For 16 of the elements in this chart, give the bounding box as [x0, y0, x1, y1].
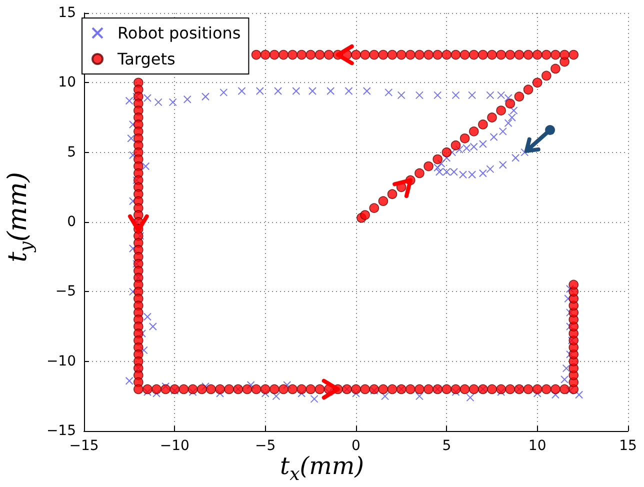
- y-tick-label: −10: [46, 353, 76, 370]
- x-tick-label: 15: [619, 438, 637, 454]
- y-tick-label: 15: [58, 5, 76, 21]
- x-tick-label: −5: [255, 438, 276, 454]
- x-tick-label: 5: [442, 438, 452, 454]
- y-tick-label: 10: [58, 74, 76, 91]
- x-tick-label: 0: [352, 438, 360, 454]
- y-tick-label: −5: [55, 284, 76, 300]
- x-tick-label: 10: [528, 438, 546, 454]
- legend-label: Robot positions: [118, 24, 241, 42]
- x-axis-title: t$_{x}$(mm): [280, 452, 364, 485]
- y-tick-label: 5: [67, 144, 76, 160]
- x-tick-label: −10: [160, 438, 190, 454]
- y-tick-label: 0: [67, 214, 76, 230]
- legend-label: Targets: [116, 50, 176, 68]
- y-tick-label: −15: [46, 423, 76, 439]
